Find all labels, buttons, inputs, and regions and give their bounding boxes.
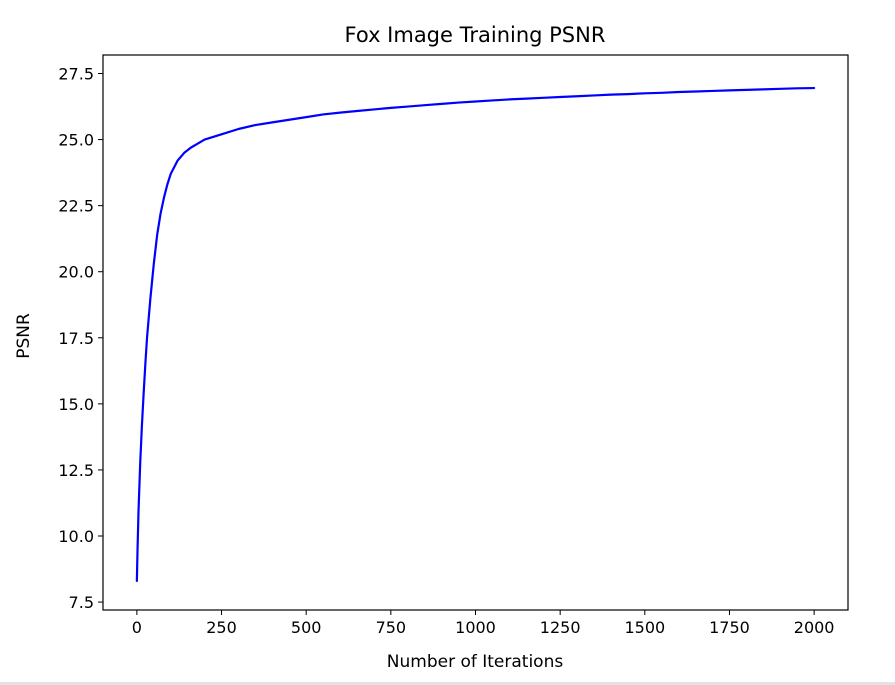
x-axis-ticks: 0 250 500 750 1000 1250 1500 1750 2000 <box>132 610 835 637</box>
x-tick-label: 1500 <box>624 618 665 637</box>
x-tick-label: 2000 <box>794 618 835 637</box>
y-tick-label: 25.0 <box>58 131 94 150</box>
y-axis-label: PSNR <box>14 313 34 359</box>
x-tick-label: 750 <box>376 618 407 637</box>
y-tick-label: 20.0 <box>58 263 94 282</box>
y-tick-label: 7.5 <box>69 593 94 612</box>
x-tick-label: 1000 <box>455 618 496 637</box>
x-tick-label: 250 <box>206 618 237 637</box>
x-tick-label: 1750 <box>709 618 750 637</box>
y-tick-label: 12.5 <box>58 461 94 480</box>
y-tick-label: 27.5 <box>58 65 94 84</box>
x-tick-label: 500 <box>291 618 322 637</box>
x-axis-label: Number of Iterations <box>387 652 564 672</box>
y-tick-label: 15.0 <box>58 395 94 414</box>
y-axis-ticks: 7.5 10.0 12.5 15.0 17.5 20.0 22.5 25.0 27.5 <box>58 65 103 612</box>
x-tick-label: 0 <box>132 618 142 637</box>
bottom-divider <box>0 682 895 685</box>
series-layer <box>135 86 816 583</box>
y-tick-label: 17.5 <box>58 329 94 348</box>
y-tick-label: 22.5 <box>58 197 94 216</box>
chart-title: Fox Image Training PSNR <box>345 23 606 47</box>
psnr-series-line <box>135 86 816 583</box>
x-tick-label: 1250 <box>540 618 581 637</box>
y-axis-label-group: PSNR <box>14 313 34 359</box>
y-tick-label: 10.0 <box>58 527 94 546</box>
plot-frame <box>102 54 849 611</box>
